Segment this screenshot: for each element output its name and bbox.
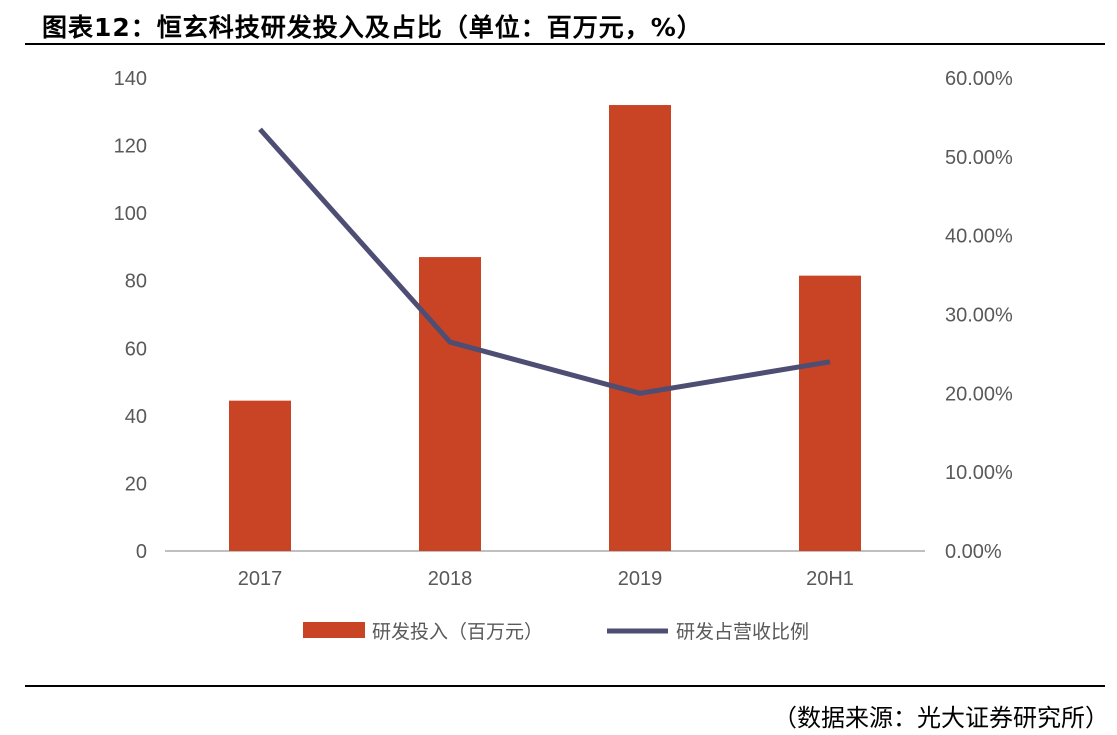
bar-20H1: [799, 275, 861, 551]
legend-bar-swatch: [303, 622, 365, 638]
left-tick-label: 0: [136, 541, 147, 563]
right-tick-label: 40.00%: [945, 226, 1013, 248]
bar-2018: [419, 257, 481, 551]
left-tick-label: 120: [114, 136, 147, 158]
x-tick-label: 20H1: [806, 568, 854, 590]
left-tick-label: 20: [125, 473, 147, 495]
right-tick-label: 20.00%: [945, 383, 1013, 405]
right-tick-label: 10.00%: [945, 462, 1013, 484]
bottom-divider: [25, 685, 1105, 687]
left-tick-label: 140: [114, 68, 147, 90]
x-tick-label: 2019: [618, 568, 663, 590]
legend-bar-label: 研发投入（百万元）: [372, 621, 543, 643]
source-note: （数据来源：光大证券研究所）: [773, 704, 1109, 732]
right-axis-ticks: 0.00% 10.00% 20.00% 30.00% 40.00% 50.00% 60.00…: [945, 68, 1013, 563]
right-tick-label: 30.00%: [945, 305, 1013, 327]
left-axis-ticks: 0 20 40 60 80 100 120 140: [114, 68, 147, 563]
x-tick-label: 2018: [428, 568, 473, 590]
chart-title: 图表12：恒玄科技研发投入及占比（单位：百万元，%）: [42, 13, 703, 42]
legend-line-label: 研发占营收比例: [676, 621, 809, 643]
x-tick-label: 2017: [238, 568, 283, 590]
ratio-line: [258, 127, 831, 396]
left-tick-label: 40: [125, 406, 147, 428]
right-tick-label: 60.00%: [945, 68, 1013, 90]
top-divider: [25, 43, 1105, 45]
bar-series: [229, 105, 861, 552]
right-tick-label: 0.00%: [945, 541, 1002, 563]
left-tick-label: 60: [125, 338, 147, 360]
x-axis-ticks: 2017 2018 2019 20H1: [238, 568, 854, 590]
right-tick-label: 50.00%: [945, 147, 1013, 169]
left-tick-label: 100: [114, 203, 147, 225]
left-tick-label: 80: [125, 271, 147, 293]
bar-2019: [609, 105, 671, 552]
bar-2017: [229, 400, 291, 551]
